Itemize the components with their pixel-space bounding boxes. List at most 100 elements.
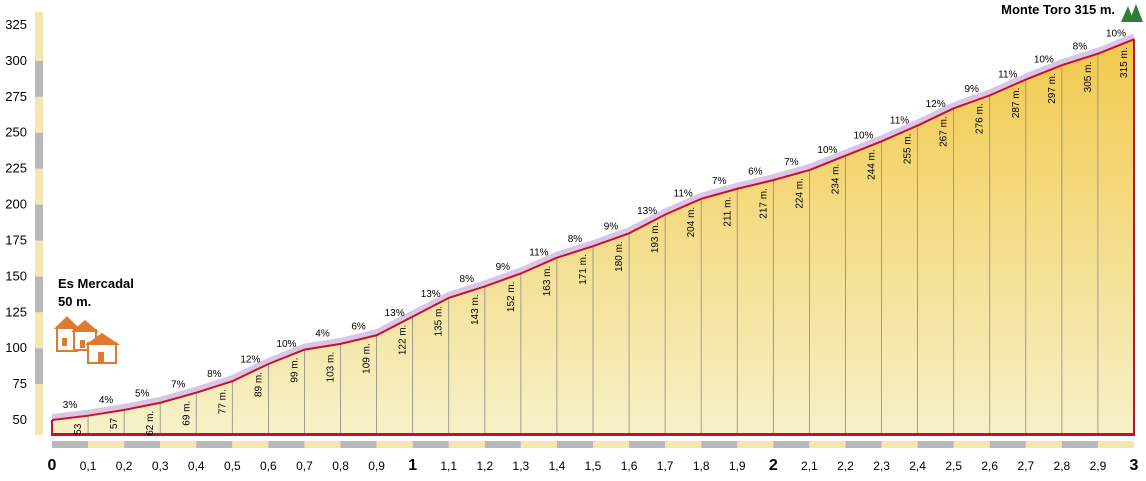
- gradient-label: 8%: [207, 369, 222, 380]
- x-tick-label: 1: [408, 457, 417, 474]
- x-band-segment: [629, 441, 666, 448]
- altitude-label: 103 m.: [326, 352, 337, 383]
- altitude-label: 217 m.: [758, 188, 769, 219]
- x-band-segment: [953, 441, 990, 448]
- altitude-label: 53: [73, 423, 84, 435]
- x-band-segment: [124, 441, 161, 448]
- x-band-segment: [556, 441, 593, 448]
- gradient-label: 7%: [784, 157, 799, 168]
- altitude-label: 211 m.: [722, 197, 733, 227]
- y-band-segment: [35, 25, 43, 61]
- y-tick-label: 100: [5, 340, 27, 355]
- x-tick-label: 3: [1130, 457, 1139, 474]
- x-tick-label: 2,5: [945, 459, 962, 473]
- altitude-label: 143 m.: [470, 294, 481, 325]
- summit-label: Monte Toro 315 m.: [1001, 2, 1115, 17]
- start-annotation: Es Mercadal 50 m.: [54, 276, 134, 364]
- gradient-label: 11%: [998, 69, 1017, 80]
- house-window: [62, 338, 67, 346]
- x-tick-label: 0,7: [296, 459, 313, 473]
- x-tick-label: 1,7: [657, 459, 674, 473]
- altitude-label: 287 m.: [1011, 88, 1022, 119]
- altitude-label: 69 m.: [181, 401, 192, 426]
- y-band-segment: [35, 312, 43, 349]
- x-tick-label: 2: [769, 457, 778, 474]
- gradient-label: 7%: [712, 176, 727, 187]
- house-roof: [71, 320, 99, 332]
- y-band-segment: [35, 204, 43, 241]
- gradient-label: 12%: [926, 99, 946, 110]
- gradient-label: 12%: [240, 355, 260, 366]
- x-tick-label: 0,2: [116, 459, 133, 473]
- x-tick-label: 2,8: [1054, 459, 1071, 473]
- altitude-label: 255 m.: [903, 134, 914, 165]
- y-tick-label: 175: [5, 232, 27, 247]
- profile-baseline: [51, 433, 1135, 436]
- x-tick-label: 1,2: [476, 459, 493, 473]
- gradient-label: 10%: [817, 145, 837, 156]
- altitude-label: 276 m.: [975, 103, 986, 134]
- y-tick-label: 200: [5, 197, 27, 212]
- altitude-label: 135 m.: [434, 306, 445, 337]
- x-band-segment: [268, 441, 305, 448]
- gradient-label: 10%: [276, 339, 296, 350]
- gradient-label: 8%: [568, 234, 583, 245]
- house-door: [98, 352, 104, 363]
- x-band-segment: [1025, 441, 1062, 448]
- x-band-segment: [989, 441, 1026, 448]
- x-tick-label: 0,8: [332, 459, 349, 473]
- altitude-label: 109 m.: [362, 343, 373, 374]
- x-band-segment: [809, 441, 846, 448]
- x-tick-label: 2,7: [1017, 459, 1034, 473]
- x-tick-label: 0,1: [80, 459, 97, 473]
- x-band-segment: [484, 441, 521, 448]
- y-tick-label: 325: [5, 17, 27, 32]
- x-tick-label: 0,5: [224, 459, 241, 473]
- x-tick-label: 0,4: [188, 459, 205, 473]
- gradient-label: 8%: [1073, 41, 1088, 52]
- altitude-label: 204 m.: [686, 207, 697, 238]
- x-band-segment: [593, 441, 630, 448]
- x-tick-label: 0,3: [152, 459, 169, 473]
- x-tick-label: 1,3: [513, 459, 530, 473]
- y-tick-label: 150: [5, 268, 27, 283]
- x-tick-label: 1,1: [440, 459, 457, 473]
- gradient-label: 9%: [964, 84, 979, 95]
- gradient-label: 6%: [748, 166, 763, 177]
- gradient-label: 8%: [460, 274, 475, 285]
- segment-dividers: [51, 39, 1135, 435]
- start-label-name: Es Mercadal: [58, 276, 134, 291]
- altitude-label: 77 m.: [217, 389, 228, 414]
- x-band-segment: [160, 441, 197, 448]
- altitude-label: 62 m.: [145, 411, 156, 436]
- altitude-label: 297 m.: [1047, 73, 1058, 104]
- x-band-segment: [304, 441, 341, 448]
- x-band-segment: [412, 441, 449, 448]
- x-tick-label: 0: [48, 457, 57, 474]
- x-band-segment: [52, 441, 89, 448]
- x-band-segment: [376, 441, 413, 448]
- x-axis-band: [52, 441, 1134, 448]
- y-band-segment: [35, 276, 43, 313]
- x-tick-label: 0,9: [368, 459, 385, 473]
- altitude-label: 163 m.: [542, 266, 553, 297]
- x-tick-label: 1,8: [693, 459, 710, 473]
- y-tick-label: 50: [13, 412, 27, 427]
- x-tick-label: 1,6: [621, 459, 638, 473]
- gradient-label: 4%: [315, 329, 330, 340]
- mountain-icon-peak: [1129, 4, 1143, 22]
- profile-line: [51, 38, 1135, 421]
- x-band-segment: [448, 441, 485, 448]
- gradient-label: 13%: [637, 206, 657, 217]
- x-tick-label: 1,5: [585, 459, 602, 473]
- y-band-segment: [35, 348, 43, 385]
- start-label-altitude: 50 m.: [58, 294, 91, 309]
- house-roof: [85, 333, 120, 345]
- altitude-label: 89 m.: [253, 372, 264, 397]
- gradient-label: 7%: [171, 380, 186, 391]
- x-band-segment: [773, 441, 810, 448]
- altitude-label: 234 m.: [830, 164, 841, 195]
- altitude-label: 267 m.: [939, 116, 950, 147]
